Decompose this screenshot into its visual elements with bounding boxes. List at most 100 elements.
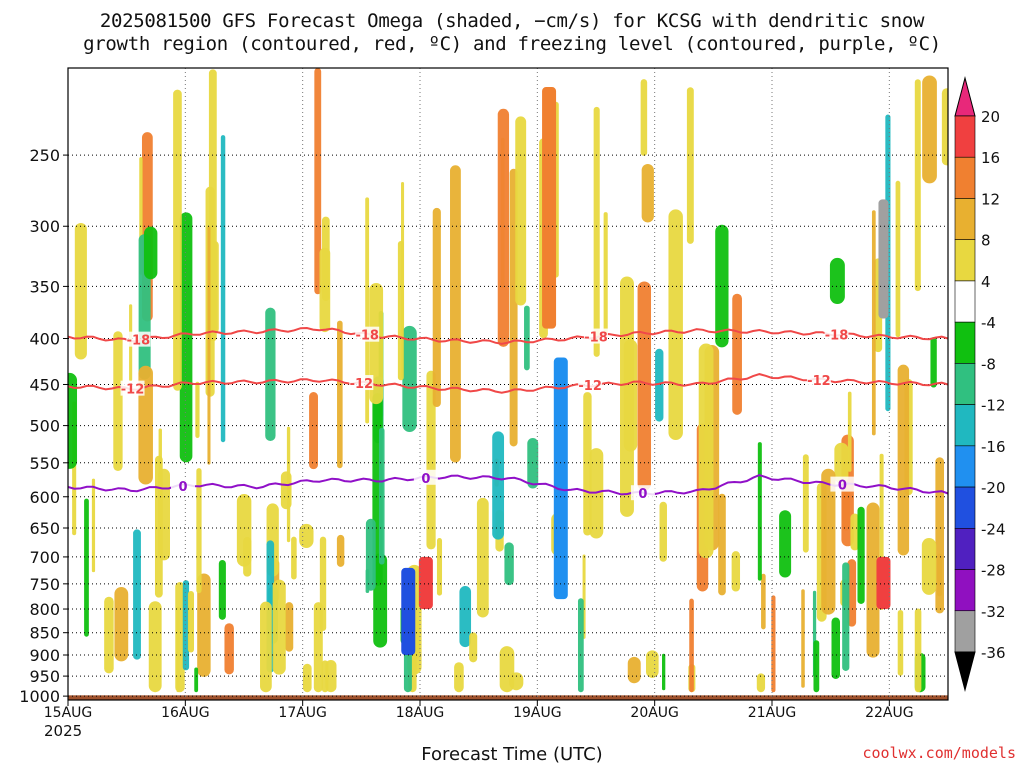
contour-label-bg [126, 331, 151, 347]
omega-streak [365, 197, 370, 424]
contour-label: -18 [825, 328, 849, 343]
omega-streak [637, 281, 652, 491]
contour-label: 0 [838, 479, 847, 494]
omega-streak [373, 553, 388, 648]
contour-label: 0 [178, 480, 187, 495]
omega-streak [897, 364, 910, 556]
y-tick-label: 450 [29, 375, 60, 394]
ground-rect [68, 695, 948, 700]
omega-feature [401, 567, 416, 655]
omega-feature [876, 556, 891, 610]
contour-label: -18 [584, 331, 608, 346]
contour-label-bg [824, 326, 849, 342]
y-tick-label: 950 [29, 667, 60, 686]
omega-streak [583, 392, 592, 536]
contour-label: -12 [578, 379, 602, 394]
y-tick-label: 400 [29, 330, 60, 349]
omega-streak [921, 538, 937, 595]
omega-feature [418, 556, 433, 610]
credit-link[interactable]: coolwx.com/models [862, 744, 1016, 762]
omega-feature [878, 199, 889, 319]
colorbar-band [954, 115, 976, 158]
omega-streak [847, 559, 857, 627]
colorbar-label: -16 [981, 438, 1006, 456]
omega-streak [196, 468, 202, 594]
x-axis: 15AUG 16AUG 17AUG 18AUG 19AUG 20AUG 21AUG 22AUG [44, 700, 914, 721]
omega-streak [450, 165, 461, 463]
y-tick-label: 750 [29, 575, 60, 594]
omega-streak [148, 601, 162, 693]
colorbar-label: 16 [981, 149, 1000, 167]
contour-label-bg [170, 477, 195, 493]
chart-title-line-1: 2025081500 GFS Forecast Omega (shaded, −… [99, 10, 925, 32]
omega-streak [515, 116, 527, 306]
omega-streak [756, 673, 766, 693]
contour-label-bg [584, 328, 608, 344]
omega-streak [369, 283, 384, 405]
y-tick-label: 600 [29, 488, 60, 507]
colorbar-label: 12 [981, 190, 1000, 208]
omega-streak [319, 536, 327, 631]
omega-streak [941, 88, 948, 166]
omega-streak [492, 431, 505, 540]
contour-label: 0 [421, 472, 430, 487]
colorbar-band [954, 239, 976, 282]
colorbar-label: -20 [981, 479, 1006, 497]
omega-streak [260, 601, 272, 693]
omega-streak [834, 442, 849, 484]
omega-streak [524, 305, 530, 371]
y-tick-label: 900 [29, 646, 60, 665]
colorbar-label: -8 [981, 355, 996, 373]
colorbar-label: -28 [981, 562, 1006, 580]
omega-streak [309, 392, 318, 470]
contour-label: -12 [121, 383, 145, 398]
y-tick-label: 850 [29, 624, 60, 643]
contour-label: -12 [807, 374, 831, 389]
omega-streak [113, 331, 123, 472]
omega-streak [195, 381, 200, 438]
omega-streak [895, 180, 901, 338]
y-tick-label: 700 [29, 548, 60, 567]
omega-streak [761, 573, 766, 630]
y-axis: 250 300 350 400 450 500 550 600 650 700 750 800 850 9… [19, 146, 68, 706]
y-tick-label: 800 [29, 600, 60, 619]
omega-streak [715, 224, 729, 348]
omega-streak [937, 553, 943, 597]
omega-streak [179, 212, 193, 463]
omega-streak [454, 662, 464, 693]
contour-label: 0 [638, 487, 647, 502]
omega-streak [224, 623, 234, 675]
omega-streak [272, 579, 286, 675]
colorbar-band [954, 486, 976, 529]
omega-streak [336, 534, 345, 567]
omega-streak [662, 653, 666, 691]
omega-streak [104, 596, 114, 674]
colorbar-band [954, 610, 976, 653]
y-tick-label: 650 [29, 519, 60, 538]
omega-streak [497, 108, 510, 347]
omega-streak [426, 370, 436, 550]
colorbar-band [954, 363, 976, 405]
contour-lines: -18 -18 -18 -18 -12 -12 -12 -12 0 0 0 0 [68, 326, 948, 502]
omega-streak [218, 559, 226, 620]
colorbar-band [954, 156, 976, 199]
x-tick-label: 19AUG [513, 705, 562, 721]
contour-label-bg [630, 485, 655, 501]
omega-streak [154, 455, 163, 598]
colorbar-band [954, 321, 976, 364]
omega-streak [143, 226, 158, 280]
colorbar-label: -36 [981, 644, 1006, 662]
omega-streak [432, 207, 441, 408]
omega-streak [866, 502, 880, 658]
omega-streak [114, 587, 129, 662]
omega-streak [476, 497, 489, 618]
colorbar-band [954, 404, 976, 447]
colorbar-label: -24 [981, 520, 1006, 538]
y-tick-label: 350 [29, 277, 60, 296]
omega-streak [302, 663, 312, 693]
omega-streak [802, 454, 809, 553]
colorbar-label: 4 [981, 273, 991, 291]
omega-streak [194, 667, 199, 693]
omega-streak [402, 325, 417, 432]
x-tick-label: 21AUG [748, 705, 797, 721]
